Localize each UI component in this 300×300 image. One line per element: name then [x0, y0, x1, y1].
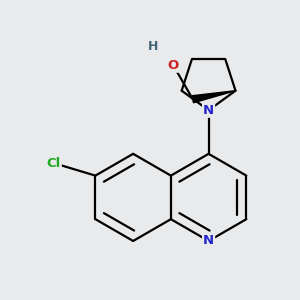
Text: H: H: [148, 40, 158, 53]
Polygon shape: [192, 91, 236, 103]
Text: Cl: Cl: [46, 157, 61, 169]
Text: O: O: [168, 59, 179, 72]
Text: N: N: [203, 104, 214, 117]
Text: N: N: [203, 235, 214, 248]
